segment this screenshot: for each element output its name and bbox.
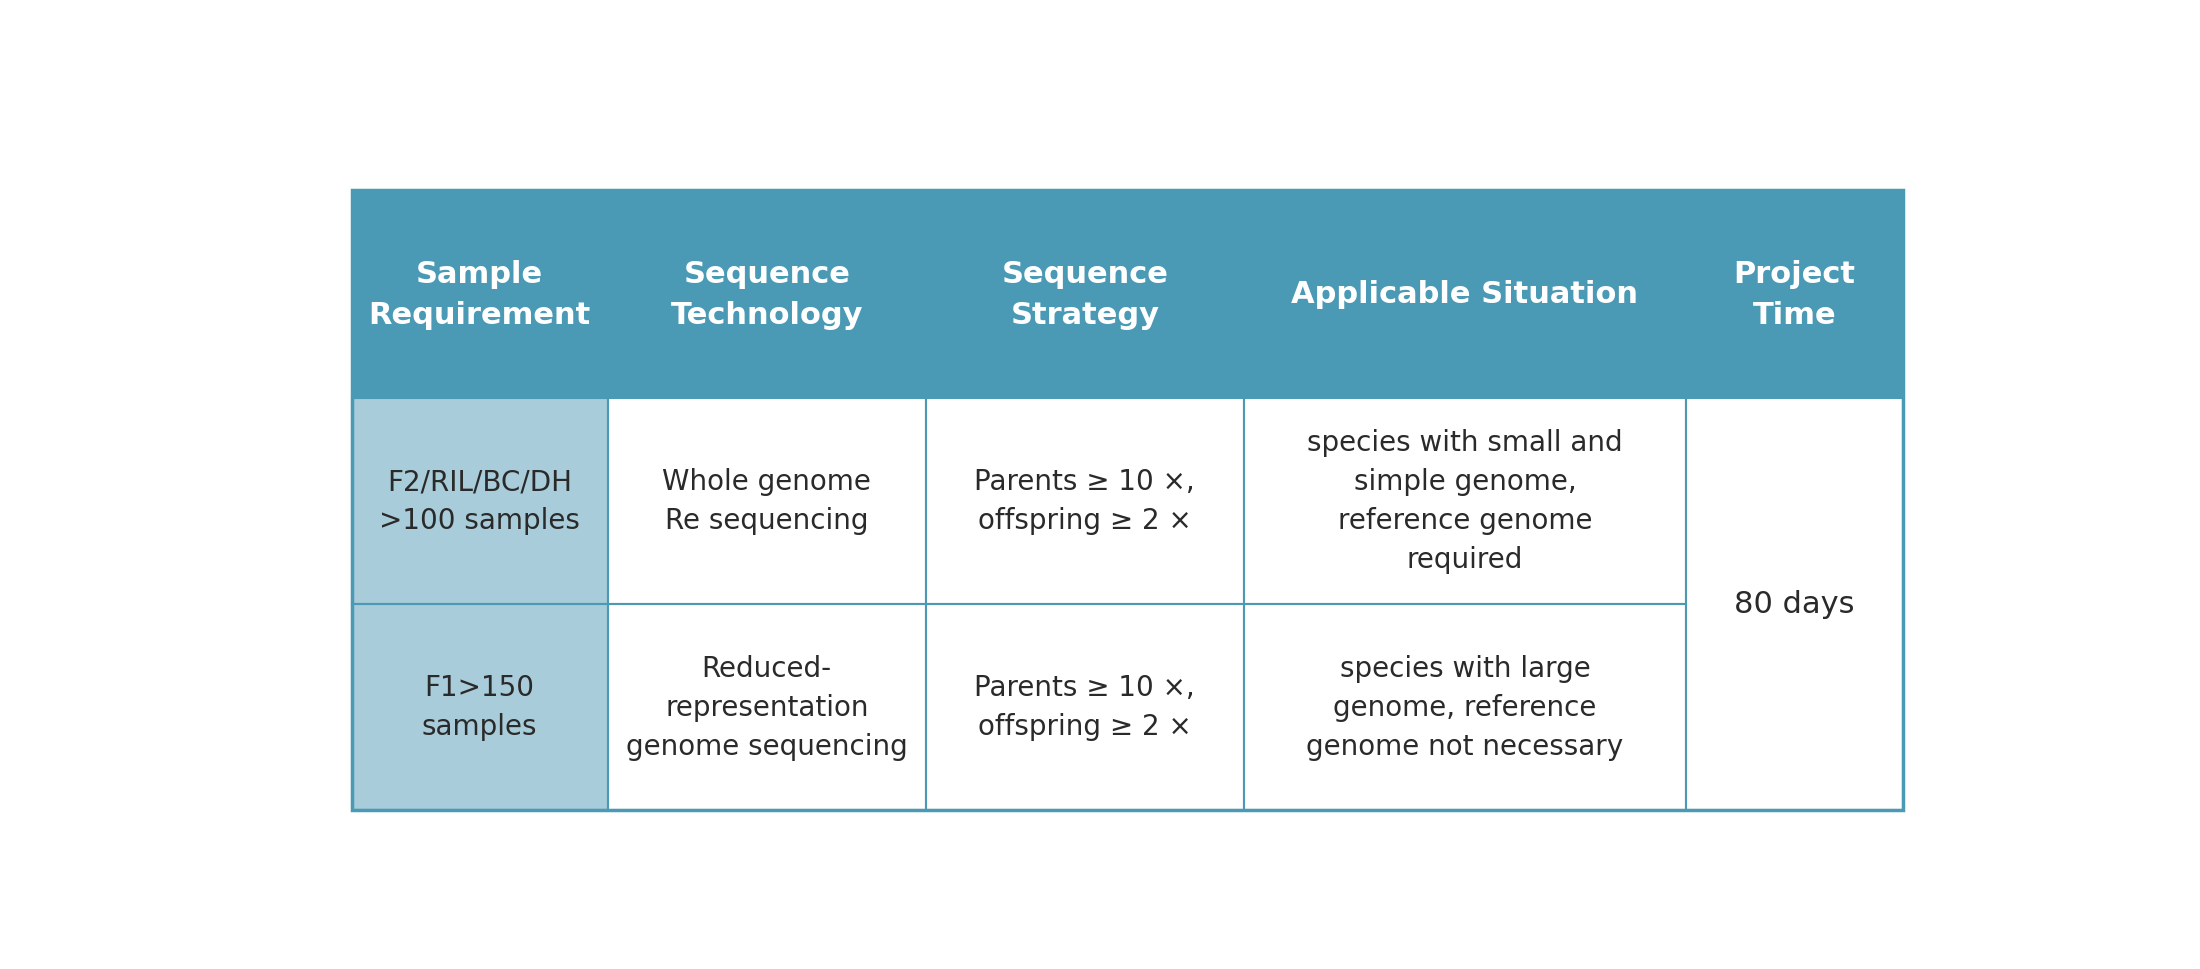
Bar <box>1685 191 1903 398</box>
Bar <box>926 398 1243 605</box>
Text: species with small and
simple genome,
reference genome
required: species with small and simple genome, re… <box>1307 429 1624 574</box>
Text: Applicable Situation: Applicable Situation <box>1291 280 1639 309</box>
Bar <box>352 605 607 810</box>
Text: Whole genome
Re sequencing: Whole genome Re sequencing <box>662 468 871 535</box>
Text: Sequence
Strategy: Sequence Strategy <box>1001 260 1168 329</box>
Text: species with large
genome, reference
genome not necessary: species with large genome, reference gen… <box>1307 654 1624 760</box>
Text: Parents ≥ 10 ×,
offspring ≥ 2 ×: Parents ≥ 10 ×, offspring ≥ 2 × <box>975 673 1195 740</box>
Bar <box>607 191 926 398</box>
Bar <box>926 191 1243 398</box>
Text: F1>150
samples: F1>150 samples <box>422 673 537 740</box>
Text: 80 days: 80 days <box>1734 590 1855 619</box>
Text: Sample
Requirement: Sample Requirement <box>370 260 592 329</box>
Text: Project
Time: Project Time <box>1734 260 1855 329</box>
Bar <box>352 191 1903 810</box>
Bar <box>607 605 926 810</box>
Bar <box>1243 398 1685 605</box>
Bar <box>352 398 607 605</box>
Bar <box>1243 191 1685 398</box>
Bar <box>926 605 1243 810</box>
Text: Parents ≥ 10 ×,
offspring ≥ 2 ×: Parents ≥ 10 ×, offspring ≥ 2 × <box>975 468 1195 535</box>
Bar <box>352 191 607 398</box>
Bar <box>1685 398 1903 810</box>
Bar <box>607 398 926 605</box>
Text: Sequence
Technology: Sequence Technology <box>671 260 862 329</box>
Text: F2/RIL/BC/DH
>100 samples: F2/RIL/BC/DH >100 samples <box>378 468 581 535</box>
Text: Reduced-
representation
genome sequencing: Reduced- representation genome sequencin… <box>625 654 909 760</box>
Bar <box>1243 605 1685 810</box>
